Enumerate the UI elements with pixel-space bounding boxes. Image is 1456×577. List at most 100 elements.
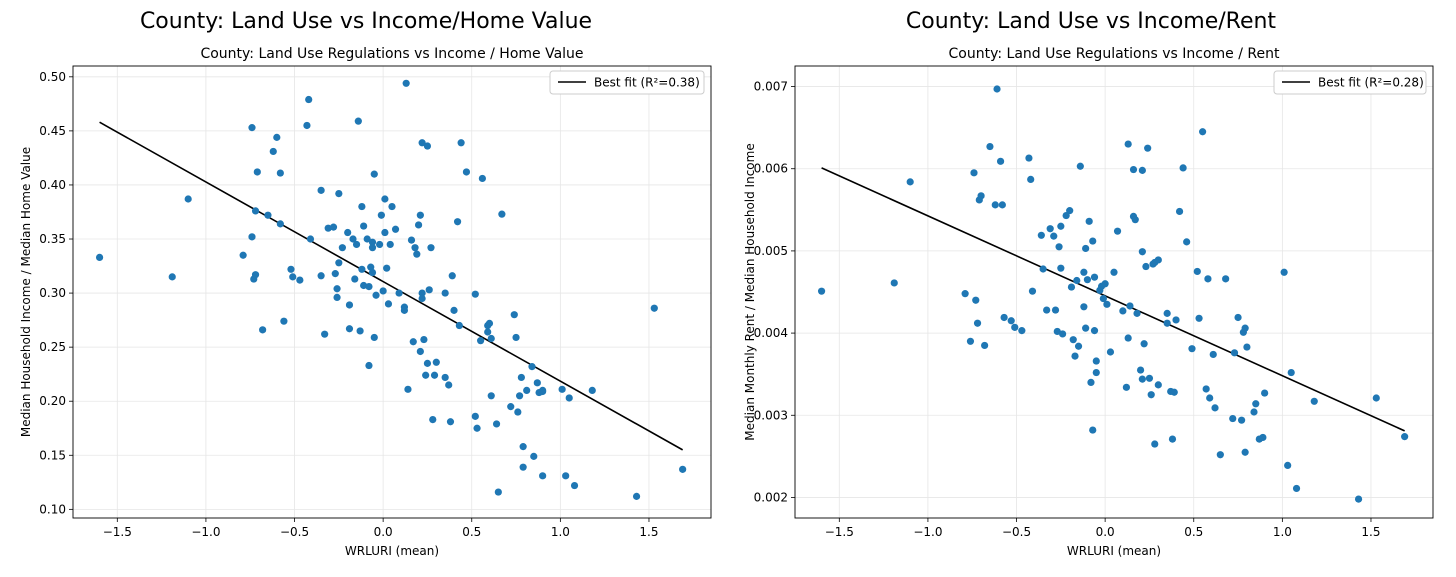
data-point [1101,280,1109,288]
data-point [1037,231,1045,239]
data-point [1199,128,1207,136]
data-point [276,169,284,177]
data-point [478,174,486,183]
y-tick-label: 0.007 [754,80,788,94]
data-point [402,79,410,87]
data-point [370,333,378,342]
data-point [996,157,1005,165]
x-axis-label: WRLURI (mean) [1067,544,1161,558]
data-point [423,359,432,367]
data-point [1140,340,1148,348]
data-point [445,381,453,389]
data-point [349,235,357,243]
x-tick-label: −1.0 [191,525,220,539]
data-point [448,272,456,280]
data-point [1230,349,1239,357]
data-point [1372,394,1380,402]
y-tick-label: 0.20 [39,394,66,408]
data-point [514,408,522,416]
data-point [1138,248,1146,256]
chart-title: County: Land Use Regulations vs Income /… [200,46,583,62]
data-point [423,142,432,150]
data-point [395,289,403,297]
data-point [365,282,373,291]
data-point [441,373,449,382]
data-point [1083,276,1092,284]
data-point [1131,216,1139,224]
data-point [248,233,256,241]
data-point [991,201,999,209]
data-point [1175,207,1184,216]
data-point [368,244,377,252]
data-point [450,306,458,314]
data-point [1071,352,1079,360]
data-point [1103,300,1111,308]
data-point [510,311,518,319]
data-point [1046,225,1054,233]
data-point [1261,389,1269,397]
data-point [1089,237,1097,245]
data-point [1252,400,1260,408]
data-point [519,443,527,451]
data-point [276,220,284,228]
data-point [333,285,341,293]
data-point [1354,495,1363,503]
data-point [993,85,1001,93]
x-tick-label: 1.5 [1361,525,1380,539]
data-point [363,235,371,243]
data-point [345,325,354,333]
data-point [248,124,256,132]
grid [795,66,1433,518]
data-point [1027,175,1035,184]
data-point [1259,433,1267,442]
legend-box [1273,70,1427,95]
data-point [1202,385,1210,393]
data-point [1206,394,1214,402]
data-point [1089,426,1097,434]
figure-title: County: Land Use vs Income/Rent [906,9,1277,34]
x-axis-ticks: −1.5 −1.0 −0.5 0.0 0.5 1.0 1.5 [103,518,659,539]
data-point [1106,348,1115,356]
data-point [1136,366,1145,374]
data-point [251,271,260,279]
figure-title: County: Land Use vs Income/Home Value [140,9,592,34]
data-point [650,304,658,312]
x-tick-label: −0.5 [1002,525,1031,539]
data-point [425,286,433,294]
data-point [1090,327,1099,335]
data-point [1147,391,1155,399]
y-tick-label: 0.005 [754,244,788,258]
data-point [367,263,375,271]
y-axis-ticks: 0.002 0.003 0.004 0.005 0.006 0.007 [754,80,795,504]
data-point [379,287,387,295]
data-point [1144,144,1152,152]
data-point [418,289,426,297]
data-point [970,169,978,177]
x-tick-label: 1.0 [551,525,570,539]
data-point [487,392,495,400]
plot-frame [72,65,712,519]
data-point [331,270,339,278]
data-point [1234,313,1242,322]
data-point [372,291,380,299]
data-point [1082,324,1090,332]
data-point [1000,313,1008,322]
data-point [539,386,547,395]
data-point [95,253,104,261]
fit-line [99,121,684,451]
data-point [890,279,898,287]
data-point [471,290,479,298]
data-point [296,276,304,284]
legend-box [549,70,705,95]
data-point [287,265,295,273]
data-point [1145,374,1154,382]
data-point [333,293,341,302]
best-fit-line [99,121,684,451]
data-point [1124,140,1132,148]
data-point [400,306,409,314]
data-point [457,139,465,147]
data-point [407,236,416,244]
data-point [377,211,385,219]
data-point [239,251,247,259]
data-point [289,273,297,281]
